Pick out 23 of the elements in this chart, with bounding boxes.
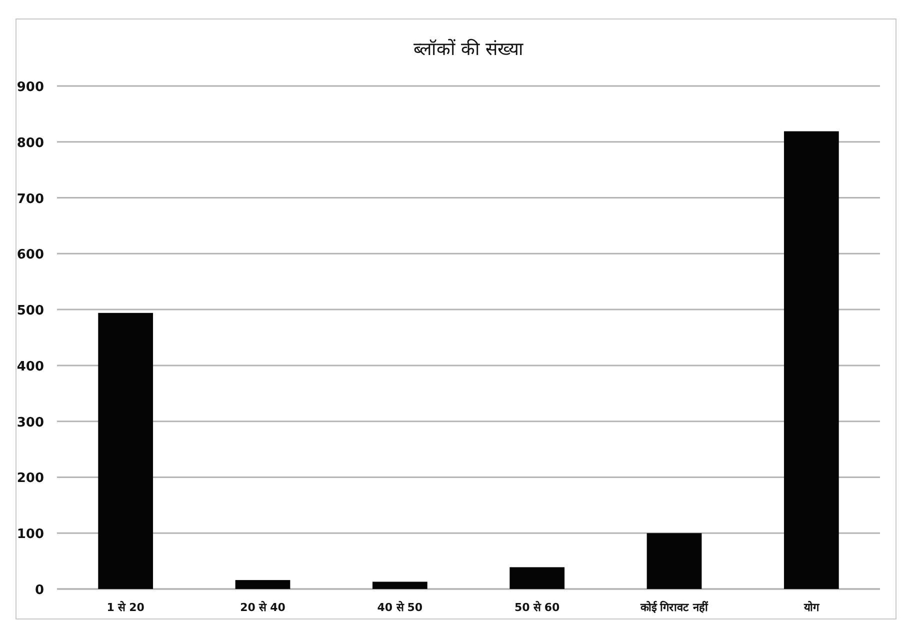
- y-tick-label: 0: [34, 583, 44, 598]
- y-tick-label: 700: [16, 192, 44, 207]
- x-tick-label: 20 से 40: [240, 600, 286, 614]
- y-tick-label: 500: [16, 304, 44, 319]
- bar: [784, 131, 839, 589]
- y-tick-label: 300: [16, 415, 44, 430]
- y-tick-label: 800: [16, 136, 44, 151]
- y-tick-label: 200: [16, 471, 44, 486]
- y-tick-label: 900: [16, 80, 44, 95]
- chart-title: ब्लॉकों की संख्या: [413, 38, 524, 60]
- bar: [510, 567, 565, 589]
- x-tick-label: 40 से 50: [377, 600, 423, 614]
- x-tick-label: योग: [802, 600, 820, 614]
- y-tick-label: 100: [16, 527, 44, 542]
- bar: [646, 533, 702, 589]
- bar: [98, 312, 154, 589]
- bar: [372, 582, 428, 589]
- x-tick-label: 50 से 60: [514, 600, 560, 614]
- y-tick-label: 400: [16, 359, 44, 374]
- x-tick-label: कोई गिरावट नहीं: [639, 600, 710, 614]
- y-tick-label: 600: [16, 248, 44, 263]
- bar: [235, 580, 290, 589]
- x-tick-label: 1 से 20: [106, 600, 145, 614]
